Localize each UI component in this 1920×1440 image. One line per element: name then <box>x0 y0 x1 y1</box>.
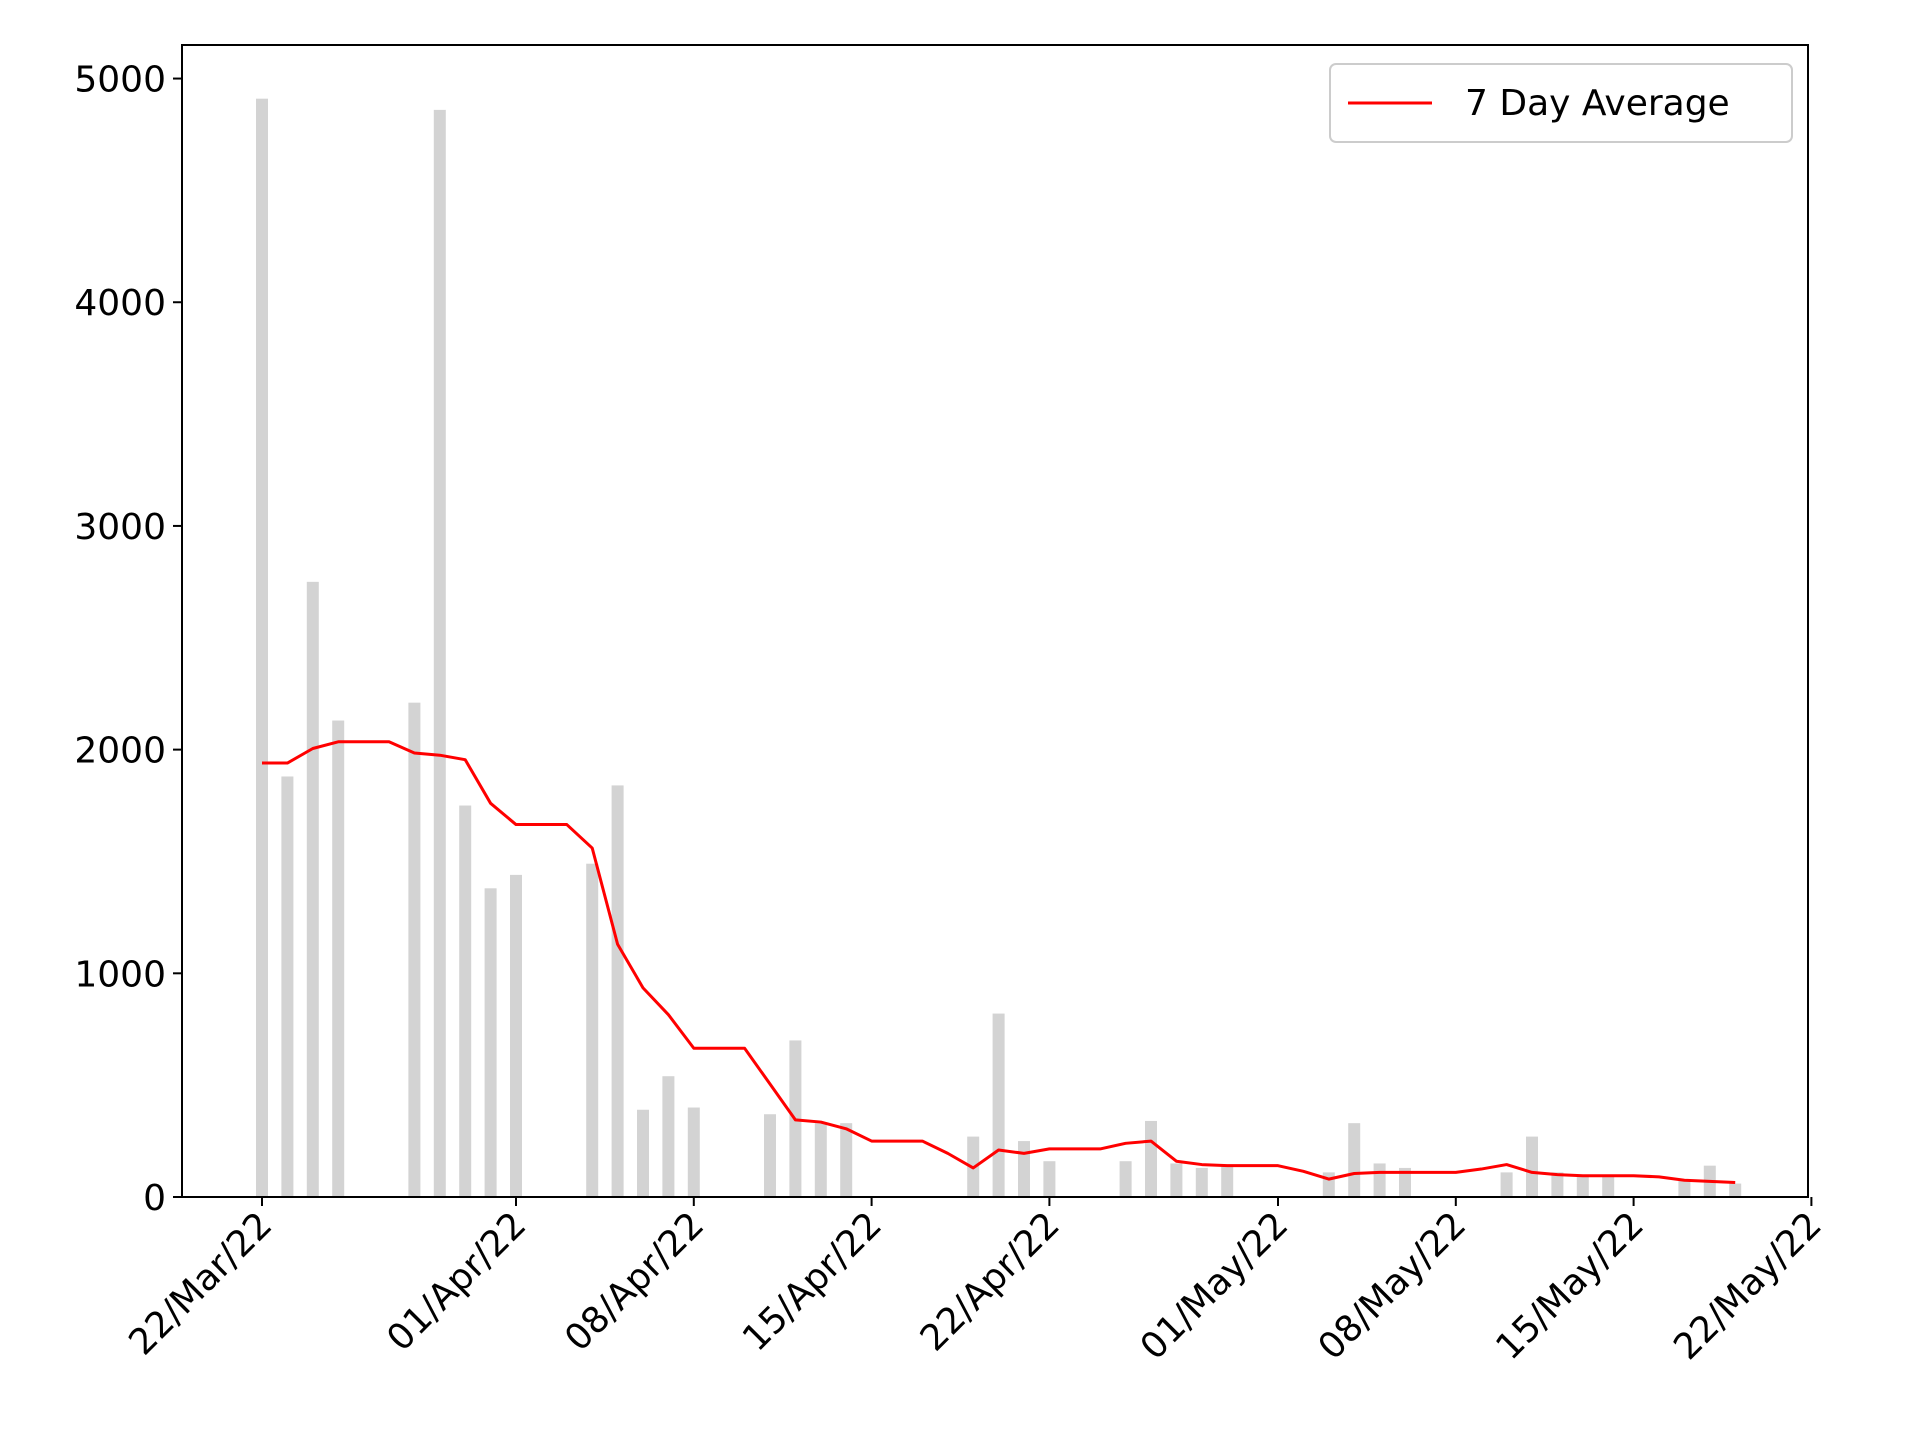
y-axis: 0 1000 2000 3000 4000 5000 <box>74 60 182 1219</box>
bar-01/Apr/22 <box>510 874 522 1197</box>
bar-25/Apr/22 <box>1119 1161 1132 1197</box>
bar-22/Apr/22 <box>1043 1161 1056 1197</box>
y-tick-label: 4000 <box>74 283 166 324</box>
legend-box <box>1329 63 1793 143</box>
bar-13/May/22 <box>1576 1176 1589 1197</box>
y-tick-label: 0 <box>143 1178 166 1219</box>
bar-29/Apr/22 <box>1221 1165 1234 1197</box>
y-tick-label: 5000 <box>74 60 166 101</box>
bar-28/Apr/22 <box>1195 1167 1208 1197</box>
bar-06/Apr/22 <box>637 1109 649 1197</box>
bar-08/Apr/22 <box>687 1107 700 1197</box>
bar-29/Mar/22 <box>433 109 446 1198</box>
bar-14/Apr/22 <box>840 1123 853 1197</box>
bar-24/Mar/22 <box>306 581 319 1197</box>
bar-11/May/22 <box>1526 1136 1538 1197</box>
bar-21/Apr/22 <box>1018 1141 1030 1197</box>
bar-31/Mar/22 <box>484 888 497 1197</box>
bar-04/Apr/22 <box>586 863 599 1197</box>
bar-26/Apr/22 <box>1145 1120 1157 1197</box>
bar-30/Mar/22 <box>459 805 472 1197</box>
y-tick-label: 2000 <box>74 731 166 772</box>
bar-22/Mar/22 <box>256 98 268 1198</box>
bar-23/Mar/22 <box>281 776 294 1197</box>
bar-03/May/22 <box>1322 1172 1335 1197</box>
bar-05/Apr/22 <box>611 785 624 1197</box>
bar-19/May/22 <box>1729 1183 1742 1197</box>
legend-label: 7 Day Average <box>1465 83 1730 124</box>
bar-13/Apr/22 <box>814 1123 827 1197</box>
bar-04/May/22 <box>1348 1123 1361 1197</box>
bar-series <box>256 98 1742 1198</box>
seven-day-average-line <box>262 740 1736 1184</box>
y-tick-label: 1000 <box>74 954 166 995</box>
bar-05/May/22 <box>1373 1163 1386 1197</box>
bar-20/Apr/22 <box>992 1013 1005 1197</box>
bar-28/Mar/22 <box>408 702 421 1197</box>
bar-07/Apr/22 <box>662 1076 675 1197</box>
line-series <box>262 740 1736 1184</box>
bar-27/Apr/22 <box>1170 1163 1183 1197</box>
bar-14/May/22 <box>1602 1176 1615 1197</box>
bar-25/Mar/22 <box>332 720 345 1197</box>
y-tick-label: 3000 <box>74 507 166 548</box>
bar-06/May/22 <box>1399 1167 1411 1197</box>
plot-frame <box>181 44 1809 1198</box>
legend: 7 Day Average <box>1329 63 1793 143</box>
bar-17/May/22 <box>1678 1179 1691 1197</box>
bar-11/Apr/22 <box>764 1114 776 1197</box>
bar-10/May/22 <box>1500 1172 1513 1197</box>
bar-12/May/22 <box>1551 1172 1564 1197</box>
